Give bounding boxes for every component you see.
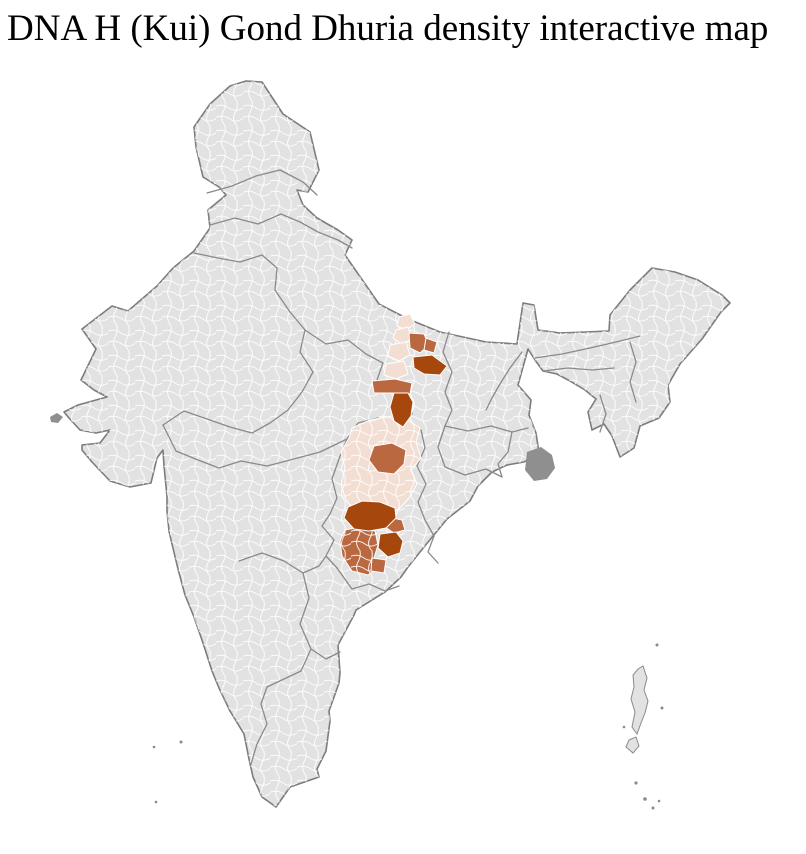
sundarbans-delta [525, 447, 555, 481]
island-dot [655, 643, 659, 647]
state-boundary [209, 213, 353, 249]
state-boundaries-layer [162, 169, 641, 765]
state-boundary [193, 252, 278, 291]
kutch-islet [50, 413, 63, 423]
islands-layer [152, 643, 664, 810]
district-15-high[interactable] [343, 500, 397, 532]
lakshadweep-island-dot [179, 740, 183, 744]
nicobar-island-dot [651, 806, 655, 810]
state-boundary [250, 572, 341, 765]
nicobar-island-dot [634, 781, 638, 785]
district-7-medium[interactable] [423, 337, 438, 354]
island-dot [660, 706, 664, 710]
district-9-medium[interactable] [368, 442, 407, 475]
district-3-low[interactable] [387, 341, 411, 362]
state-boundary [238, 513, 338, 574]
lakshadweep-island-dot [154, 800, 158, 804]
district-4-low[interactable] [383, 360, 409, 380]
state-boundary [442, 331, 453, 427]
district-13-high[interactable] [412, 354, 448, 376]
nicobar-island-dot [657, 799, 661, 803]
state-boundary [437, 425, 503, 478]
state-boundary [206, 169, 318, 196]
district-2-low[interactable] [392, 326, 413, 345]
lakshadweep-island-dot [152, 745, 156, 749]
page-title: DNA H (Kui) Gond Dhuria density interact… [7, 8, 769, 49]
district-16-high[interactable] [377, 531, 404, 558]
state-boundary [336, 567, 400, 592]
nicobar-island-dot [643, 797, 647, 801]
state-boundary [162, 424, 348, 469]
state-boundary [444, 425, 529, 478]
state-boundary [485, 351, 523, 411]
andaman-islands-south [625, 736, 640, 754]
state-boundary [534, 335, 641, 433]
district-1-low[interactable] [396, 313, 416, 331]
district-8-medium[interactable] [371, 378, 413, 395]
district-12-medium[interactable] [370, 557, 387, 574]
district-14-high[interactable] [389, 392, 414, 428]
island-dot [622, 725, 626, 729]
andaman-islands [630, 665, 649, 736]
